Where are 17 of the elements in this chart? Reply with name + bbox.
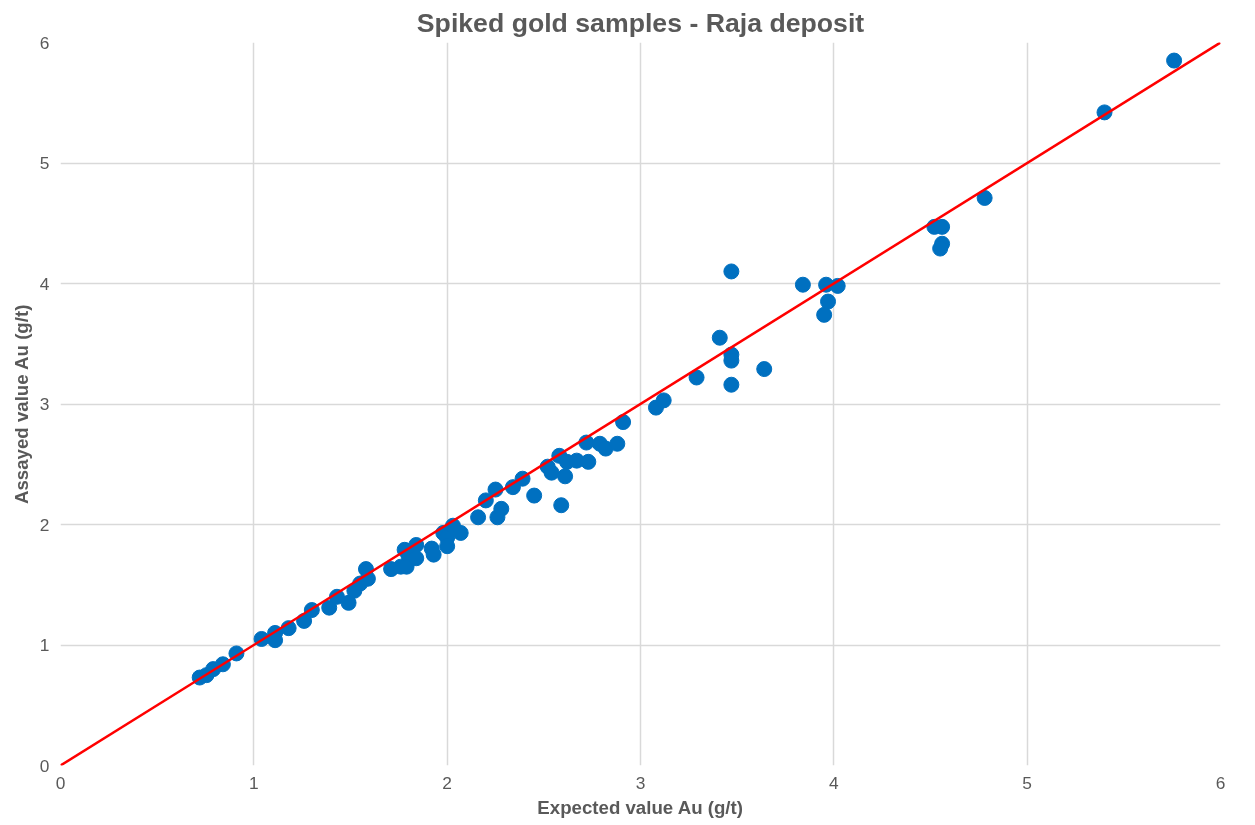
y-tick-label: 6 — [39, 32, 50, 53]
x-tick-label: 6 — [1215, 772, 1226, 793]
x-tick-label: 1 — [249, 772, 259, 793]
y-tick-label: 1 — [39, 635, 50, 655]
x-tick-label: 0 — [55, 772, 66, 793]
y-tick-label: 5 — [39, 153, 50, 173]
x-tick-label: 2 — [442, 772, 452, 793]
x-tick-label: 4 — [829, 772, 840, 793]
y-tick-label: 2 — [39, 514, 50, 535]
y-tick-label: 4 — [39, 273, 50, 294]
chart-title: Spiked gold samples - Raja deposit — [416, 7, 865, 38]
x-tick-label: 5 — [1022, 772, 1032, 793]
y-tick-label: 0 — [39, 755, 50, 776]
x-tick-label: 3 — [635, 772, 646, 793]
y-axis-title: Assayed value Au (g/t) — [10, 304, 32, 505]
y-tick-label: 3 — [39, 394, 50, 414]
x-axis-title: Expected value Au (g/t) — [537, 796, 743, 818]
